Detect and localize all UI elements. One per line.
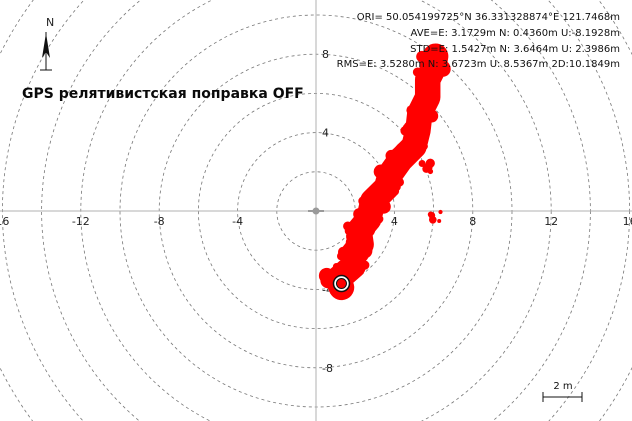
scale-bar: 2 m: [542, 381, 583, 402]
x-tick-label: 16: [623, 215, 632, 228]
track-point: [395, 177, 404, 187]
track-point: [437, 219, 442, 223]
position-track: [318, 43, 451, 301]
info-std: STD=E: 1.5427m N: 3.6464m U: 2.3986m: [410, 44, 620, 55]
track-point: [410, 149, 416, 154]
track-point: [429, 216, 434, 221]
track-point: [425, 109, 439, 123]
track-point: [385, 193, 392, 199]
track-point: [419, 111, 427, 119]
track-point: [417, 80, 427, 91]
track-point: [419, 55, 433, 69]
track-point: [383, 166, 389, 172]
track-point: [389, 160, 397, 168]
track-point: [348, 234, 353, 239]
north-arrow-icon: N: [40, 16, 54, 71]
track-point: [381, 184, 387, 189]
info-ori: ORI= 50.054199725°N 36.331328874°E 121.7…: [357, 12, 620, 23]
track-point: [428, 212, 436, 219]
track-point: [332, 263, 340, 270]
track-point: [412, 101, 421, 110]
track-point: [418, 160, 426, 167]
track-point: [412, 67, 423, 77]
x-tick-label: -4: [232, 215, 243, 228]
track-point: [403, 121, 418, 135]
x-tick-labels: 16 -12 -8 -4 4 8 12 16: [0, 215, 632, 228]
track-point: [419, 128, 425, 134]
info-ave: AVE=E: 3.1729m N: 0.4360m U:-8.1928m: [411, 28, 620, 39]
info-rms: RMS=E: 3.5280m N: 3.6723m U: 8.5367m 2D:…: [337, 59, 620, 70]
track-point: [374, 214, 384, 224]
x-tick-label: -12: [72, 215, 90, 228]
track-point: [427, 168, 434, 175]
track-point: [360, 260, 370, 270]
marker-inner: [335, 278, 347, 290]
track-point: [390, 187, 400, 196]
track-point: [349, 268, 355, 274]
y-tick-label: -4: [322, 283, 333, 296]
x-tick-label: 4: [391, 215, 398, 228]
track-point: [429, 81, 439, 90]
track-point: [420, 142, 428, 150]
track-point: [430, 51, 436, 57]
plot-title: GPS релятивистская поправка OFF: [22, 86, 304, 102]
x-tick-label: 12: [544, 215, 558, 228]
statistics-panel: ORI= 50.054199725°N 36.331328874°E 121.7…: [337, 12, 620, 70]
x-tick-label: 8: [469, 215, 476, 228]
reference-marker-icon: [332, 274, 351, 293]
track-point: [386, 167, 399, 180]
scale-bar-label: 2 m: [553, 381, 572, 392]
y-tick-label: 8: [322, 48, 329, 61]
track-point: [367, 244, 372, 249]
x-tick-label: 16: [0, 215, 9, 228]
track-point: [414, 99, 420, 105]
x-tick-label: -8: [154, 215, 165, 228]
track-point: [374, 169, 383, 177]
north-label: N: [46, 16, 54, 29]
track-point: [343, 221, 353, 231]
track-point: [438, 209, 443, 215]
y-tick-label: 4: [322, 127, 329, 140]
track-point: [358, 196, 368, 206]
y-tick-labels: 8 4 -4 -8: [322, 48, 333, 375]
track-point: [344, 241, 356, 252]
track-point: [362, 203, 379, 219]
y-tick-label: -8: [322, 362, 333, 375]
track-point: [360, 217, 371, 228]
track-point: [324, 275, 335, 286]
track-point: [404, 143, 413, 152]
